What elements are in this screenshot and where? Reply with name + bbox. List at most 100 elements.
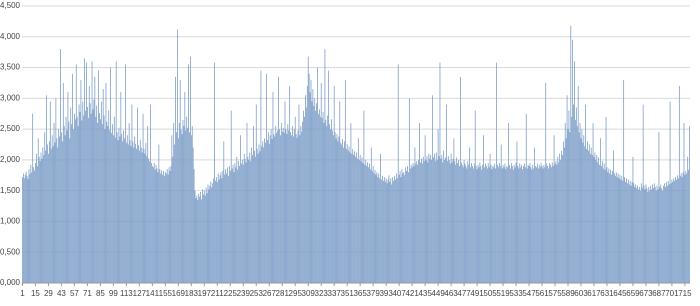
bar	[665, 186, 666, 283]
bar	[450, 153, 452, 283]
bar	[418, 159, 420, 283]
bar	[87, 118, 89, 283]
bar	[346, 143, 348, 283]
bar	[356, 152, 357, 283]
bar	[359, 154, 361, 283]
bar	[22, 177, 23, 283]
bar	[66, 130, 68, 283]
bar	[159, 169, 161, 283]
bar	[626, 178, 627, 283]
bar	[191, 126, 193, 284]
bar	[519, 163, 521, 283]
bar	[180, 129, 182, 283]
bar	[95, 116, 97, 283]
bar	[613, 150, 614, 283]
bar	[663, 185, 664, 283]
bar	[657, 189, 659, 283]
bar	[302, 121, 304, 283]
bar	[220, 172, 222, 283]
bar	[543, 164, 545, 283]
bar	[56, 138, 58, 283]
bar	[320, 82, 322, 283]
bar	[198, 193, 200, 283]
bar	[607, 172, 609, 283]
bar	[414, 147, 416, 283]
bar	[576, 126, 578, 284]
bar	[133, 147, 135, 283]
bar	[361, 157, 363, 283]
bar	[671, 179, 673, 283]
bar	[28, 169, 30, 283]
bar	[208, 189, 210, 283]
bar	[170, 166, 172, 283]
bar	[683, 122, 685, 283]
bar	[389, 182, 391, 283]
bar	[177, 138, 179, 283]
bar	[344, 141, 345, 283]
bar	[164, 175, 165, 283]
bar	[374, 169, 376, 283]
bar	[413, 166, 415, 283]
bar	[434, 161, 436, 283]
bar	[610, 169, 612, 283]
bar	[239, 166, 240, 283]
bar	[263, 147, 265, 283]
bar	[370, 147, 372, 283]
bar	[88, 86, 90, 284]
bar	[353, 154, 355, 283]
bar	[81, 120, 83, 283]
bar	[533, 168, 535, 283]
bar	[402, 173, 404, 283]
bar	[481, 169, 483, 283]
bar	[604, 169, 606, 283]
bar	[334, 132, 336, 283]
bar	[84, 58, 86, 284]
bar	[205, 187, 207, 283]
bar	[352, 148, 354, 283]
bar	[342, 138, 343, 283]
bar	[547, 166, 548, 283]
x-tick-label: 15	[31, 289, 40, 298]
x-tick-label: 491	[470, 289, 484, 298]
bar	[652, 188, 654, 283]
bar	[564, 122, 566, 283]
bar	[580, 138, 582, 283]
bar	[406, 170, 407, 283]
bar	[224, 174, 226, 283]
bar	[339, 101, 341, 284]
bar	[556, 164, 558, 283]
bar	[445, 157, 446, 283]
bar	[91, 61, 93, 284]
bar	[540, 162, 542, 283]
bar	[332, 135, 334, 283]
bar	[391, 184, 393, 283]
bar	[161, 170, 163, 283]
bar	[595, 159, 597, 283]
bar	[431, 159, 433, 283]
bar	[629, 180, 631, 283]
bar	[46, 95, 47, 283]
bar	[471, 162, 472, 283]
bar	[72, 73, 73, 283]
bar	[650, 185, 651, 283]
bar	[520, 167, 522, 283]
bar	[313, 105, 315, 283]
bar	[324, 49, 326, 283]
bar	[80, 79, 82, 283]
bar	[485, 166, 487, 283]
bar	[354, 151, 355, 283]
x-tick-label: 393	[379, 289, 393, 298]
bar	[131, 104, 133, 283]
bar	[52, 146, 54, 283]
bar	[516, 141, 518, 283]
bar	[555, 161, 557, 283]
bar	[588, 150, 589, 283]
bar	[557, 156, 559, 283]
bar	[613, 173, 615, 283]
bar	[350, 122, 352, 283]
bar	[429, 158, 431, 283]
bar	[467, 161, 469, 283]
bar	[636, 188, 638, 283]
bar	[168, 167, 170, 283]
bar	[511, 166, 513, 283]
